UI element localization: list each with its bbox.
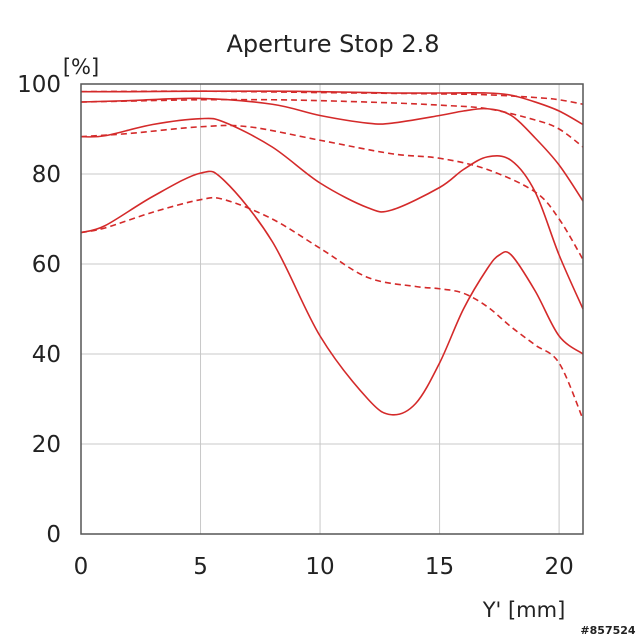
x-axis-label: Y' [mm] <box>482 598 566 622</box>
x-tick-label: 20 <box>544 554 573 580</box>
y-tick-label: 40 <box>32 342 61 368</box>
grid <box>80 83 583 535</box>
dashed-series-line-2 <box>80 90 584 106</box>
solid-series-line-3 <box>80 97 584 202</box>
x-tick-label: 10 <box>305 554 334 580</box>
x-tick-label: 5 <box>193 554 208 580</box>
tick-labels: 0 5 10 15 20 0 20 40 60 80 100 <box>17 72 574 580</box>
y-tick-label: 100 <box>17 72 61 98</box>
y-tick-label: 60 <box>32 252 61 278</box>
solid-series-line-1 <box>80 90 584 126</box>
solid-series-line-7 <box>80 170 584 416</box>
y-tick-label: 80 <box>32 162 61 188</box>
series-group <box>80 90 584 420</box>
plot-frame <box>80 83 584 535</box>
y-axis-unit: [%] <box>63 55 99 79</box>
y-tick-label: 0 <box>46 522 61 548</box>
chart-title: Aperture Stop 2.8 <box>227 30 440 58</box>
x-tick-label: 0 <box>74 554 89 580</box>
x-tick-label: 15 <box>425 554 454 580</box>
dashed-series-line-4 <box>80 98 584 148</box>
dashed-series-line-6 <box>80 124 584 260</box>
dashed-series-line-8 <box>80 196 584 420</box>
y-tick-label: 20 <box>32 432 61 458</box>
solid-series-line-5 <box>80 117 584 310</box>
image-id-watermark: #857524 <box>580 624 635 637</box>
